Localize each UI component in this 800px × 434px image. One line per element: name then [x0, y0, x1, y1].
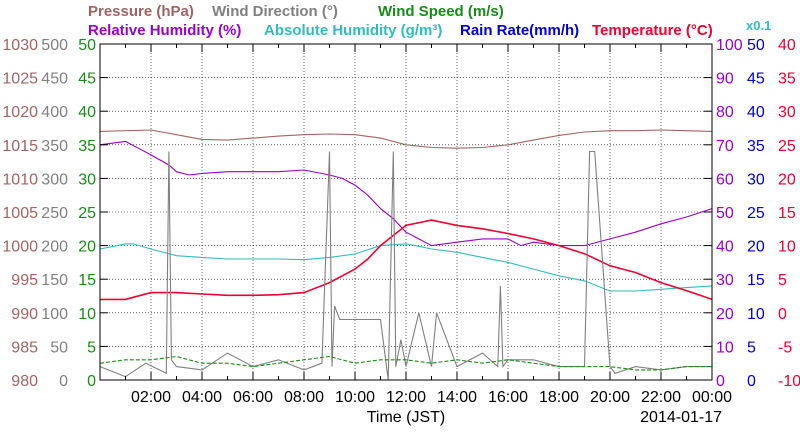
y-tick-label-wind-speed: 5 [87, 339, 96, 356]
title-pressure: Pressure (hPa) [88, 3, 194, 20]
y-tick-label-wind-direction: 450 [41, 71, 68, 88]
y-tick-label-wind-speed: 25 [78, 205, 96, 222]
x-tick-label: 10:00 [335, 389, 375, 406]
y-tick-label-pressure: 1000 [2, 239, 38, 256]
x-tick-label: 04:00 [182, 389, 222, 406]
title-relative-humidity: Relative Humidity (%) [88, 22, 241, 39]
title-absolute-humidity: Absolute Humidity (g/m³) [264, 22, 442, 39]
y-tick-label-relative-humidity: 20 [716, 306, 734, 323]
x-tick-label: 14:00 [437, 389, 477, 406]
y-tick-label-temperature: 30 [778, 104, 796, 121]
y-tick-label-temperature: 10 [778, 239, 796, 256]
y-tick-label-relative-humidity: 60 [716, 171, 734, 188]
y-tick-label-rain-rate: 50 [747, 37, 765, 54]
y-tick-label-wind-direction: 50 [50, 339, 68, 356]
y-tick-label-rain-rate: 40 [747, 104, 765, 121]
x-tick-label: 02:00 [131, 389, 171, 406]
y-tick-label-pressure: 980 [11, 373, 38, 390]
y-tick-label-relative-humidity: 50 [716, 205, 734, 222]
y-tick-label-pressure: 985 [11, 339, 38, 356]
chart-date: 2014-01-17 [640, 409, 722, 426]
y-tick-label-wind-speed: 10 [78, 306, 96, 323]
y-tick-label-temperature: 15 [778, 205, 796, 222]
x-axis-label: Time (JST) [367, 409, 446, 426]
y-tick-label-relative-humidity: 90 [716, 71, 734, 88]
y-tick-label-temperature: 40 [778, 37, 796, 54]
y-tick-label-wind-direction: 250 [41, 205, 68, 222]
y-tick-label-relative-humidity: 10 [716, 339, 734, 356]
x-tick-label: 08:00 [284, 389, 324, 406]
series-line-wind-direction [99, 150, 712, 381]
y-tick-label-relative-humidity: 30 [716, 272, 734, 289]
y-tick-label-rain-rate: 0 [747, 373, 756, 390]
x-tick-label: 00:00 [692, 389, 732, 406]
title-temperature: Temperature (°C) [592, 22, 713, 39]
y-tick-label-rain-rate: 10 [747, 306, 765, 323]
series-line-absolute-humidity [99, 243, 713, 292]
x-tick-label: 16:00 [488, 389, 528, 406]
y-tick-label-pressure: 990 [11, 306, 38, 323]
x-tick-label: 18:00 [539, 389, 579, 406]
y-tick-label-temperature: -10 [778, 373, 800, 390]
grid-lines [100, 44, 712, 380]
y-tick-label-pressure: 1005 [2, 205, 38, 222]
y-tick-label-temperature: 0 [778, 306, 787, 323]
y-tick-label-wind-speed: 45 [78, 71, 96, 88]
y-tick-label-temperature: 20 [778, 171, 796, 188]
x-tick-label: 22:00 [641, 389, 681, 406]
y-tick-label-pressure: 1030 [2, 37, 38, 54]
y-tick-label-relative-humidity: 40 [716, 239, 734, 256]
y-tick-label-wind-speed: 35 [78, 138, 96, 155]
y-tick-label-rain-rate: 15 [747, 272, 765, 289]
y-tick-label-wind-direction: 500 [41, 37, 68, 54]
y-tick-label-temperature: -5 [778, 339, 792, 356]
title-wind-speed: Wind Speed (m/s) [378, 3, 504, 20]
y-axis-ticks: 1030102510201015101010051000995990985980… [2, 37, 800, 390]
y-tick-label-relative-humidity: 0 [716, 373, 725, 390]
y-tick-label-temperature: 5 [778, 272, 787, 289]
y-tick-label-wind-speed: 30 [78, 171, 96, 188]
y-tick-label-rain-rate: 20 [747, 239, 765, 256]
title-rain-rate: Rain Rate(mm/h) [460, 22, 579, 39]
y-tick-label-pressure: 1015 [2, 138, 38, 155]
y-tick-label-pressure: 1025 [2, 71, 38, 88]
y-tick-label-temperature: 25 [778, 138, 796, 155]
y-tick-label-wind-direction: 400 [41, 104, 68, 121]
y-tick-label-wind-speed: 15 [78, 272, 96, 289]
y-tick-label-rain-rate: 45 [747, 71, 765, 88]
x-tick-label: 12:00 [386, 389, 426, 406]
title-wind-direction: Wind Direction (°) [212, 3, 338, 20]
y-tick-label-wind-direction: 300 [41, 171, 68, 188]
y-tick-label-wind-speed: 40 [78, 104, 96, 121]
abs-humidity-scale-label: x0.1 [746, 18, 771, 33]
series-line-relative-humidity [99, 140, 713, 247]
series-line-pressure [99, 129, 713, 149]
x-axis-ticks: 02:00 04:00 06:00 08:00 10:00 12:00 14:00 16:00… [125, 44, 732, 406]
y-tick-label-relative-humidity: 80 [716, 104, 734, 121]
y-tick-label-wind-speed: 0 [87, 373, 96, 390]
y-tick-label-wind-direction: 150 [41, 272, 68, 289]
y-tick-label-wind-speed: 20 [78, 239, 96, 256]
series-line-wind-speed [99, 355, 712, 371]
y-tick-label-temperature: 35 [778, 71, 796, 88]
y-tick-label-pressure: 1010 [2, 171, 38, 188]
y-tick-label-wind-direction: 200 [41, 239, 68, 256]
y-tick-label-rain-rate: 35 [747, 138, 765, 155]
y-tick-label-pressure: 995 [11, 272, 38, 289]
y-tick-label-wind-direction: 0 [59, 373, 68, 390]
y-tick-label-rain-rate: 30 [747, 171, 765, 188]
y-tick-label-wind-speed: 50 [78, 37, 96, 54]
x-tick-label: 06:00 [233, 389, 273, 406]
y-tick-label-pressure: 1020 [2, 104, 38, 121]
y-tick-label-relative-humidity: 100 [716, 37, 743, 54]
x-tick-label: 20:00 [590, 389, 630, 406]
y-tick-label-wind-direction: 350 [41, 138, 68, 155]
y-tick-label-wind-direction: 100 [41, 306, 68, 323]
series-line-temperature [100, 219, 713, 301]
y-tick-label-rain-rate: 25 [747, 205, 765, 222]
y-tick-label-relative-humidity: 70 [716, 138, 734, 155]
y-tick-label-rain-rate: 5 [747, 339, 756, 356]
